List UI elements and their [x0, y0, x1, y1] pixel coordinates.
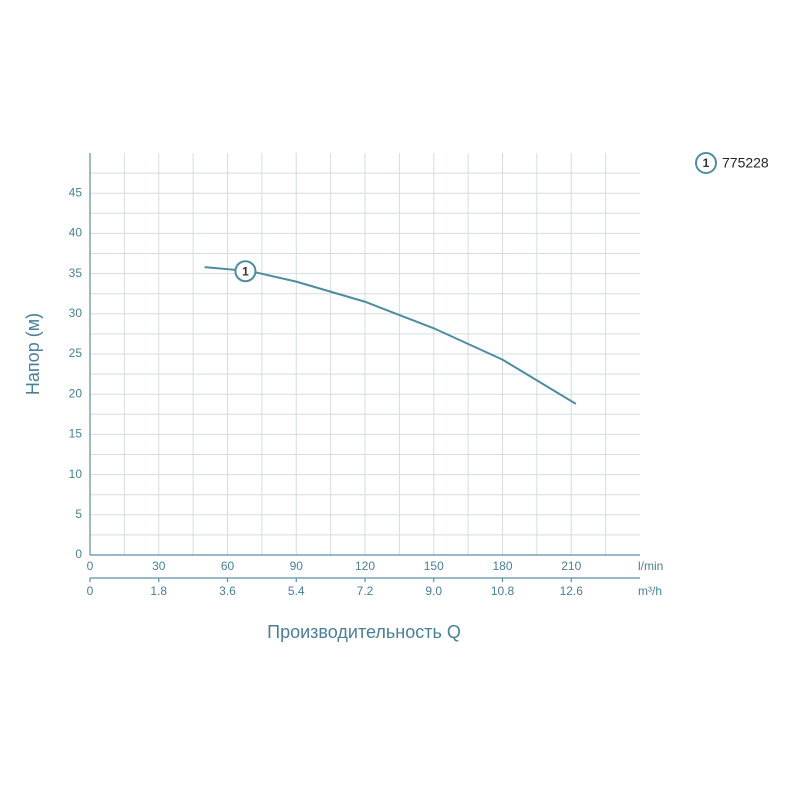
x2-tick-label: 3.6: [219, 584, 236, 598]
y-tick-label: 45: [69, 185, 83, 199]
x-axis-label: Производительность Q: [267, 622, 461, 642]
x2-tick-label: 9.0: [425, 584, 442, 598]
x2-tick-label: 0: [87, 584, 94, 598]
x2-tick-label: 12.6: [560, 584, 584, 598]
curve-marker: [234, 260, 257, 283]
y-tick-label: 30: [69, 306, 83, 320]
y-tick-label: 10: [69, 467, 83, 481]
y-tick-label: 25: [69, 346, 83, 360]
curve-marker-label: 1: [242, 264, 249, 278]
x-tick-label: 30: [152, 559, 166, 573]
y-tick-label: 35: [69, 266, 83, 280]
x2-tick-label: 7.2: [357, 584, 374, 598]
y-tick-label: 0: [75, 547, 82, 561]
x-unit: l/min: [638, 559, 663, 573]
y-tick-label: 40: [69, 226, 83, 240]
curve: [204, 266, 577, 405]
x2-tick-label: 5.4: [288, 584, 305, 598]
y-tick-label: 15: [69, 427, 83, 441]
x-tick-label: 90: [290, 559, 304, 573]
y-tick-label: 20: [69, 386, 83, 400]
x2-tick-label: 10.8: [491, 584, 515, 598]
x-tick-label: 120: [355, 559, 375, 573]
y-axis-label: Напор (м): [23, 313, 43, 395]
x-tick-label: 150: [424, 559, 444, 573]
x-tick-label: 60: [221, 559, 235, 573]
y-tick-label: 5: [75, 507, 82, 521]
x-tick-label: 210: [561, 559, 581, 573]
legend-label: 775228: [722, 155, 769, 171]
x-tick-label: 180: [492, 559, 512, 573]
legend-marker-label: 1: [703, 156, 710, 170]
x2-tick-label: 1.8: [150, 584, 167, 598]
x2-unit: m³/h: [638, 584, 662, 598]
x-tick-label: 0: [87, 559, 94, 573]
legend-marker: [695, 152, 717, 174]
